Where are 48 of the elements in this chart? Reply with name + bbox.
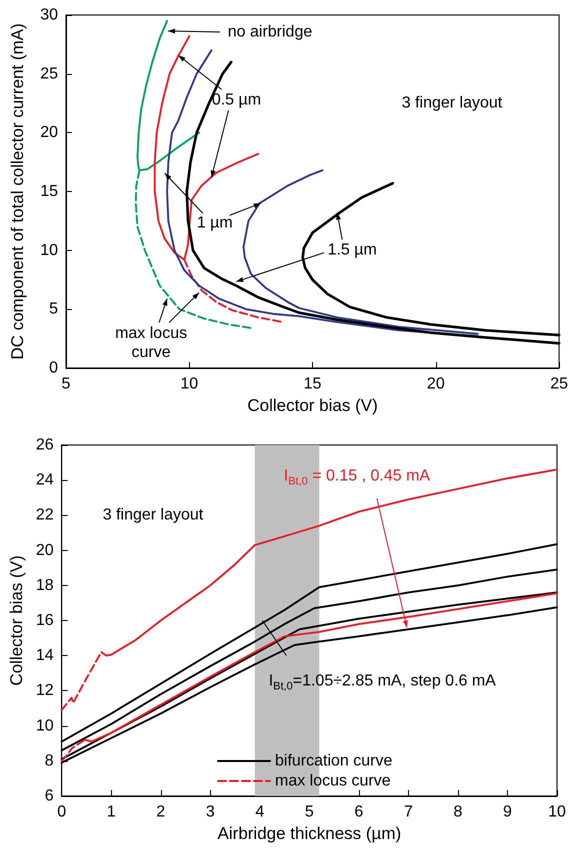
x-tick-label: 5: [62, 376, 71, 392]
y-axis-title: Collector bias (V): [7, 555, 26, 686]
y-tick-label: 10: [40, 242, 58, 259]
annotation: no airbridge: [228, 22, 312, 42]
x-tick-label: 10: [180, 376, 198, 392]
x-axis-title: Collector bias (V): [247, 396, 378, 415]
annotation: 3 finger layout: [402, 94, 502, 112]
y-tick-label: 16: [36, 612, 54, 629]
y-tick-label: 18: [36, 576, 54, 594]
annotation: I$_{Bt,0}$ = 0.15 , 0.45 mA: [284, 466, 430, 490]
x-tick-label: 3: [206, 804, 215, 820]
annotation: max locus curve: [114, 324, 188, 362]
x-tick-label: 20: [426, 376, 445, 392]
y-tick-label: 20: [36, 542, 54, 559]
y-tick-label: 26: [36, 436, 54, 454]
x-tick-label: 5: [304, 804, 314, 820]
x-tick-label: 9: [503, 804, 512, 820]
x-tick-label: 8: [453, 804, 462, 820]
y-tick-label: 12: [36, 682, 54, 700]
x-tick-label: 4: [255, 804, 264, 820]
y-tick-label: 22: [36, 506, 54, 524]
y-tick-label: 0: [49, 360, 58, 376]
x-tick-label: 1: [106, 804, 116, 820]
annotation: I$_{Bt,0}$=1.05÷2.85 mA, step 0.6 mA: [268, 670, 496, 694]
x-tick-label: 10: [548, 804, 566, 820]
y-tick-label: 20: [40, 124, 58, 142]
x-tick-label: 6: [354, 804, 364, 820]
y-tick-label: 6: [44, 788, 54, 804]
annotation: 0.5 µm: [212, 90, 262, 110]
legend-label: bifurcation curve: [275, 752, 392, 770]
annotation: 1 µm: [196, 214, 233, 233]
legend-label: max locus curve: [275, 772, 391, 790]
x-tick-label: 7: [404, 804, 413, 820]
x-tick-label: 15: [304, 376, 322, 392]
y-axis-title: DC component of total collector current (mA): [8, 23, 27, 360]
x-tick-label: 2: [156, 804, 166, 820]
x-tick-label: 25: [550, 376, 568, 392]
y-tick-label: 30: [40, 6, 58, 24]
y-tick-label: 10: [36, 717, 54, 734]
y-tick-label: 5: [49, 300, 58, 318]
annotation: 3 finger layout: [102, 506, 204, 524]
y-tick-label: 14: [36, 647, 54, 664]
y-tick-label: 15: [40, 183, 58, 200]
y-tick-label: 25: [40, 65, 58, 82]
y-tick-label: 8: [44, 752, 54, 770]
y-tick-label: 24: [36, 472, 54, 489]
x-axis-title: Airbridge thickness (µm): [218, 824, 402, 843]
annotation: 1.5 µm: [328, 240, 377, 260]
